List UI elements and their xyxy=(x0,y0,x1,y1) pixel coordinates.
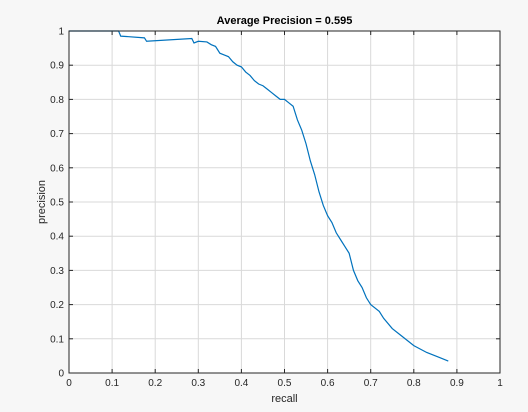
x-tick-label: 0 xyxy=(66,378,72,389)
y-tick-label: 0.6 xyxy=(50,163,64,174)
x-tick-label: 1 xyxy=(497,378,503,389)
x-tick-label: 0.3 xyxy=(191,378,205,389)
plot-frame xyxy=(68,30,501,374)
chart-title: Average Precision = 0.595 xyxy=(217,15,353,27)
y-tick-label: 0.7 xyxy=(50,129,64,140)
x-tick-label: 0.4 xyxy=(234,378,248,389)
y-tick-labels: 0 0.1 0.2 0.3 0.4 0.5 0.6 0.7 0.8 0.9 1 xyxy=(50,27,64,380)
x-tick-label: 0.5 xyxy=(278,378,292,389)
y-tick-label: 0.4 xyxy=(50,232,64,243)
y-tick-label: 0.9 xyxy=(50,61,64,72)
x-tick-label: 0.8 xyxy=(407,378,421,389)
y-tick-label: 0.2 xyxy=(50,300,64,311)
x-tick-label: 0.2 xyxy=(148,378,162,389)
y-tick-label: 0.3 xyxy=(50,266,64,277)
y-tick-label: 0.5 xyxy=(50,198,64,209)
x-tick-label: 0.6 xyxy=(321,378,335,389)
precision-recall-curve xyxy=(69,30,449,362)
x-tick-label: 0.7 xyxy=(364,378,378,389)
y-tick-label: 0.8 xyxy=(50,95,64,106)
y-axis-label: precision xyxy=(36,180,48,224)
y-tick-label: 0.1 xyxy=(50,334,64,345)
grid-lines xyxy=(69,31,500,373)
x-tick-labels: 0 0.1 0.2 0.3 0.4 0.5 0.6 0.7 0.8 0.9 1 xyxy=(66,378,503,389)
x-axis-label: recall xyxy=(271,393,297,405)
y-tick-label: 1 xyxy=(58,27,64,38)
series-layer xyxy=(69,30,449,362)
y-tick-label: 0 xyxy=(58,369,64,380)
x-tick-label: 0.1 xyxy=(105,378,119,389)
x-tick-label: 0.9 xyxy=(450,378,464,389)
